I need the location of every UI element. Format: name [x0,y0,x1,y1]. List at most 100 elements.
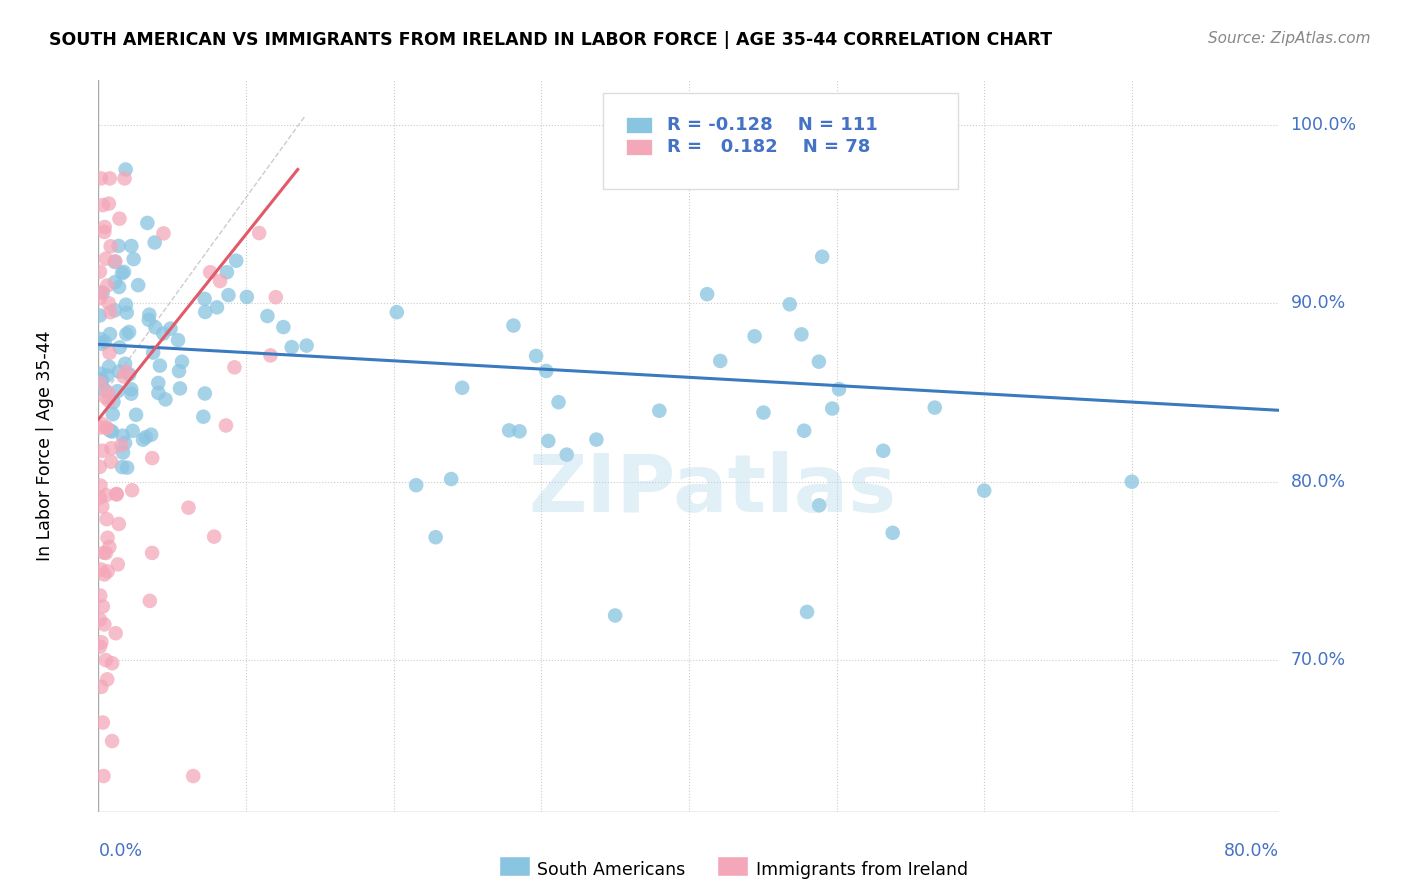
Point [90,635,112,649]
Point [264,290,287,304]
Point [135,430,157,444]
Point [115,365,138,379]
Point [89,309,111,323]
Point [101,407,124,421]
Point [256,309,278,323]
Point [194,305,217,319]
Point [89,613,111,627]
Point [148,386,170,401]
FancyBboxPatch shape [603,93,959,188]
Text: South Americans: South Americans [537,861,685,879]
Point [89,491,111,505]
Point [536,364,558,378]
Point [90,373,112,387]
Point [872,443,894,458]
Point [821,401,844,416]
Point [138,308,160,322]
Point [247,226,270,240]
Point [90,376,112,391]
Point [98,359,121,374]
Point [89,367,111,381]
Point [118,368,141,382]
Point [280,340,302,354]
Point [648,403,671,417]
Point [97,296,120,310]
Text: ZIPatlas: ZIPatlas [529,450,897,529]
Point [502,318,524,333]
Point [96,512,118,526]
Point [555,448,578,462]
Point [605,608,627,623]
Point [121,424,143,438]
Point [89,640,111,654]
Point [111,428,134,442]
Point [101,734,124,748]
Point [440,472,463,486]
Point [89,265,111,279]
Point [181,769,204,783]
Point [114,162,136,177]
Point [115,298,138,312]
Point [217,288,239,302]
Point [108,340,131,354]
Point [100,239,122,253]
Point [89,478,111,492]
Point [91,443,114,458]
Point [104,626,127,640]
Point [508,425,530,439]
Point [89,285,111,300]
Text: 70.0%: 70.0% [1291,651,1346,669]
Point [96,278,118,293]
Point [96,421,118,435]
Point [107,239,129,253]
Point [167,364,190,378]
Point [93,567,115,582]
Point [108,516,131,531]
Point [89,420,111,434]
Point [98,540,121,554]
Point [259,348,281,362]
Point [796,605,818,619]
Bar [626,117,652,133]
Point [143,320,166,334]
Point [96,673,118,687]
Point [224,360,246,375]
Point [547,395,569,409]
Text: 100.0%: 100.0% [1291,116,1357,134]
Point [141,546,163,560]
Point [405,478,427,492]
Point [90,417,112,431]
Point [112,369,135,384]
Point [125,408,148,422]
Point [96,421,118,435]
Point [537,434,560,448]
Point [108,365,131,379]
Point [115,327,138,342]
Point [194,386,217,401]
Point [295,338,318,352]
Point [104,255,127,269]
Point [93,617,115,632]
Point [94,383,117,397]
Point [111,460,134,475]
Point [752,406,775,420]
Point [101,425,124,439]
Point [155,392,177,407]
Point [94,488,117,502]
Point [202,530,225,544]
Point [90,680,112,694]
Point [924,401,946,415]
Text: In Labor Force | Age 35-44: In Labor Force | Age 35-44 [37,331,55,561]
Point [779,297,801,311]
Point [93,225,115,239]
Point [93,546,115,560]
Point [215,265,238,279]
Point [808,499,831,513]
Point [103,395,125,409]
Point [94,252,117,266]
Point [807,354,830,368]
Point [524,349,547,363]
Point [112,265,135,279]
Point [107,558,129,572]
Point [91,715,114,730]
